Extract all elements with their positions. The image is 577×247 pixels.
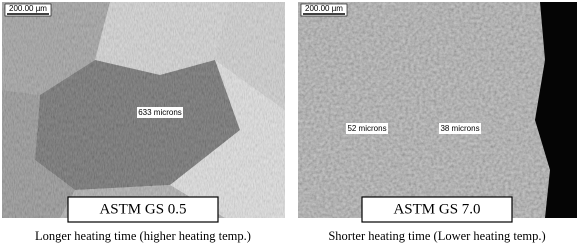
annotation: 38 microns <box>440 124 479 133</box>
scale-bar-label: 200.00 µm <box>305 4 343 13</box>
figure: 200.00 µm 200.00 µm 633 microns 52 micro… <box>0 0 577 247</box>
annotation: 633 microns <box>138 108 182 117</box>
grain-size: ASTM GS 7.0 <box>393 201 480 217</box>
caption: Shorter heating time (Lower heating temp… <box>328 229 545 243</box>
annotation: 52 microns <box>347 124 386 133</box>
caption: Longer heating time (higher heating temp… <box>35 229 251 243</box>
grain-size: ASTM GS 0.5 <box>99 201 186 217</box>
scale-bar-label: 200.00 µm <box>9 4 47 13</box>
micrograph-right <box>298 2 577 218</box>
